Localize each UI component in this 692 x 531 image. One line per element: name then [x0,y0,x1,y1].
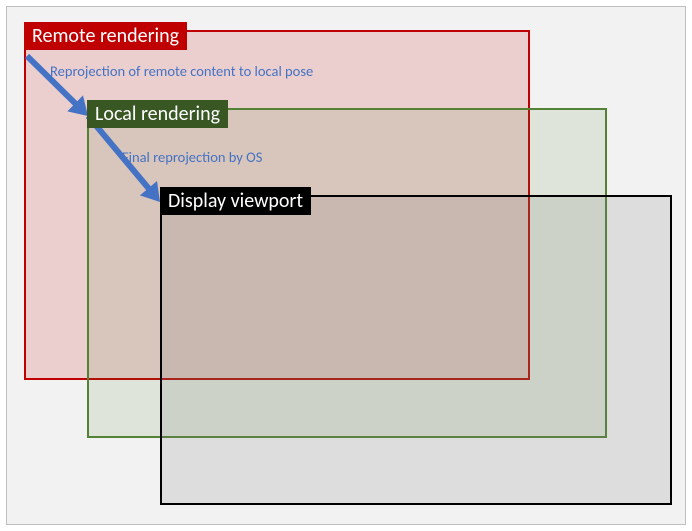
diagram-canvas: Remote rendering Local rendering Display… [0,0,692,531]
remote-rendering-label: Remote rendering [24,22,187,50]
display-viewport-label: Display viewport [160,187,311,215]
local-rendering-label: Local rendering [87,100,228,128]
os-reprojection-annotation: Final reprojection by OS [122,148,262,166]
remote-reprojection-annotation: Reprojection of remote content to local … [50,62,313,80]
display-viewport-box [160,195,672,505]
